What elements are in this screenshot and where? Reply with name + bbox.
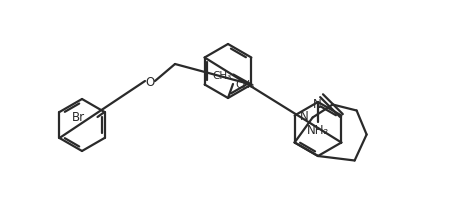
Text: CH₃: CH₃ [212, 70, 231, 80]
Text: Br: Br [71, 111, 84, 124]
Text: NH₂: NH₂ [307, 124, 329, 137]
Text: N: N [313, 98, 322, 111]
Text: O: O [145, 75, 154, 88]
Text: CH₃: CH₃ [235, 80, 254, 89]
Text: N: N [299, 109, 308, 122]
